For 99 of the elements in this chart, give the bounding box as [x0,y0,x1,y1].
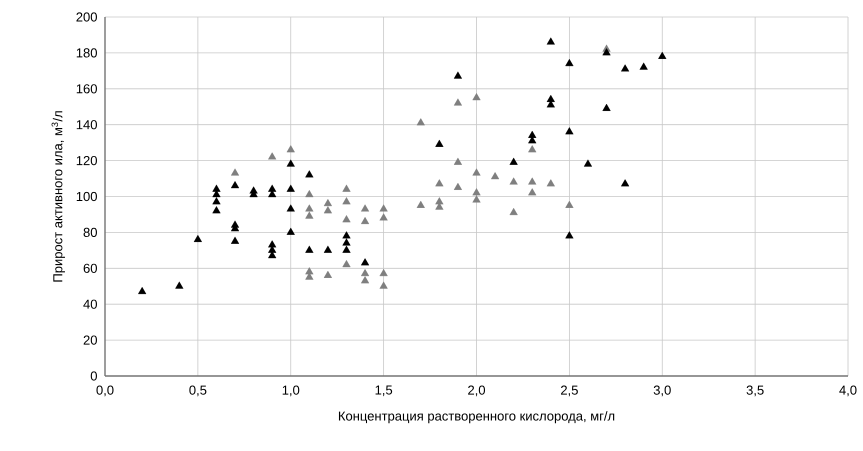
point [546,179,555,186]
point [454,98,462,106]
point [305,212,314,219]
point [342,246,351,253]
point [324,206,332,214]
point [435,179,444,186]
y-tick-label: 80 [84,228,97,237]
point [565,127,574,134]
x-tick-label: 4,0 [839,386,857,396]
point [416,200,425,208]
point [342,231,351,238]
point [286,159,295,167]
point [212,184,221,192]
point [286,145,295,152]
point [435,197,444,204]
point [565,58,574,66]
point [286,228,295,235]
point [380,282,388,289]
point [286,184,295,192]
x-tick-label: 2,0 [468,386,486,396]
x-axis-title: Концентрация растворенного кислорода, мг/л [338,411,614,424]
point [305,246,314,253]
x-tick-label: 1,5 [376,386,392,396]
y-tick-label: 160 [76,84,97,94]
point [584,159,592,167]
point [528,188,536,196]
y-tick-label: 200 [76,12,97,22]
point [324,270,332,278]
point [212,206,221,214]
x-tick-label: 0,0 [96,386,114,396]
y-axis-title: Прирост активного ила, м$^{3}$/л [52,111,65,282]
y-tick-label: 180 [76,48,97,58]
point [305,190,314,198]
point [138,286,146,294]
y-tick-label: 120 [76,156,97,166]
y-tick-label: 20 [84,335,97,345]
x-tick-label: 2,5 [561,386,578,396]
point [342,215,351,222]
point [546,37,555,45]
point [305,170,314,178]
point [472,93,481,100]
point [528,177,536,185]
point [268,152,276,160]
point [658,52,666,59]
point [640,62,648,70]
point [268,240,276,248]
point [510,158,518,165]
point [194,234,202,242]
point [342,184,351,192]
point [380,268,388,276]
point [230,168,240,176]
y-tick-label: 40 [83,300,97,309]
x-tick-label: 3,5 [746,386,764,396]
point [472,188,481,196]
point [510,208,518,216]
y-tick-label: 140 [76,120,97,130]
point [324,198,332,206]
point [360,268,370,276]
x-tick-label: 1,0 [282,386,300,396]
point [510,177,518,185]
point [602,104,611,111]
point [565,231,574,238]
y-tick-label: 100 [76,192,97,202]
x-tick-label: 0,5 [189,386,206,396]
point [324,246,332,253]
point [565,200,574,208]
point [342,260,351,268]
point [305,204,314,212]
point [472,168,481,176]
point [528,145,536,152]
point [360,276,370,284]
point [490,172,500,180]
point [212,197,221,204]
point [268,184,276,192]
point [342,197,351,204]
point [454,182,462,190]
point [175,282,184,289]
point [230,181,240,188]
y-tick-label: 60 [84,264,97,273]
point [230,236,240,244]
point [380,213,388,220]
point [305,267,314,274]
y-tick-label: 0 [90,371,97,381]
point [621,179,630,186]
point [472,195,481,203]
point [602,48,611,56]
point [342,238,351,246]
point [286,204,295,212]
x-tick-label: 3,0 [654,386,671,396]
point [416,118,425,126]
point [454,72,462,79]
point [360,216,370,224]
point [435,140,444,147]
point [380,204,388,212]
point [454,158,462,165]
point [360,258,370,266]
point [621,64,630,72]
point [528,130,536,138]
point [360,204,370,212]
